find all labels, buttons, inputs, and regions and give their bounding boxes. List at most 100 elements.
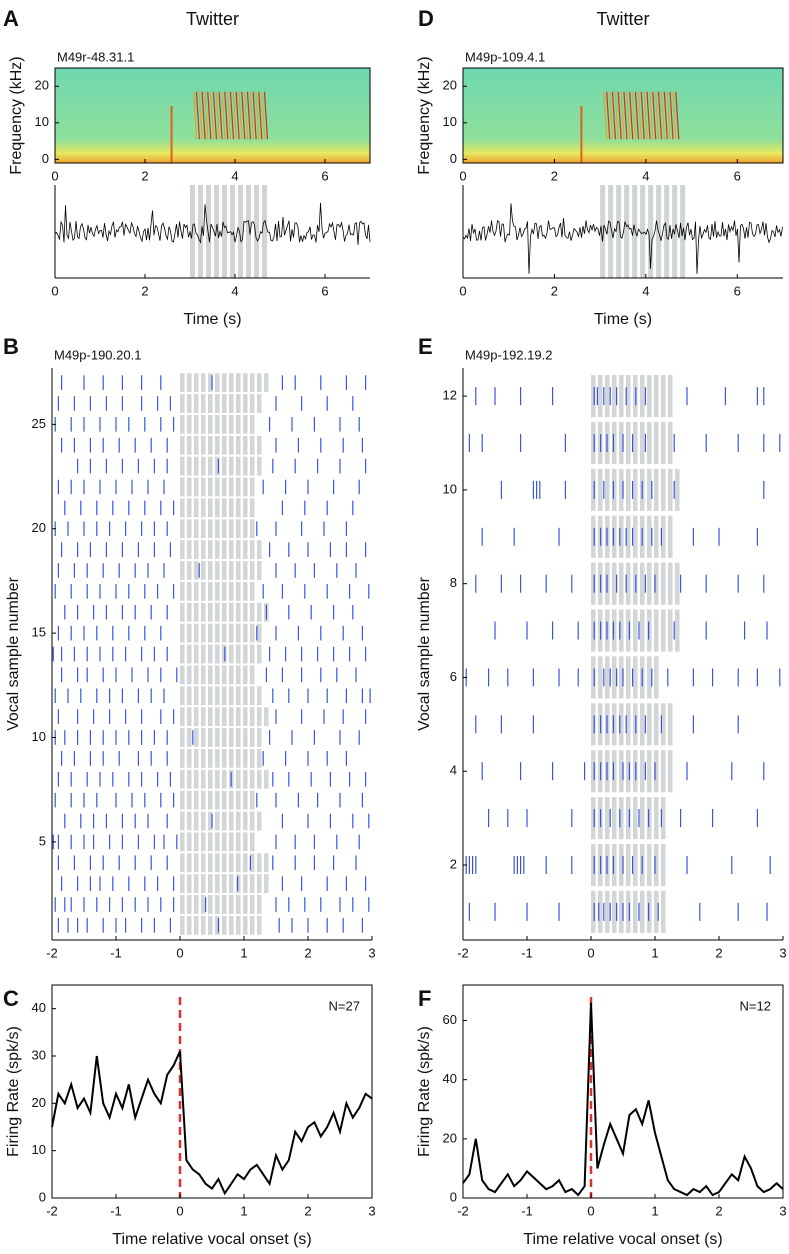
vocal-stripe [208,748,213,768]
vocal-stripe [250,456,255,476]
vocal-stripe [238,185,243,278]
vocal-stripe [201,477,206,497]
x-tick-label: -1 [110,945,122,960]
vocal-stripe [236,623,241,643]
vocal-stripe [633,656,638,699]
x-tick-label: 0 [587,1203,594,1218]
vocal-stripe [236,435,241,455]
vocal-stripe [201,895,206,914]
y-tick-label: 25 [32,416,46,431]
vocal-stripe [229,832,234,852]
vocal-stripe [194,832,199,852]
vocal-duration [591,422,671,464]
vocal-stripe [591,421,596,465]
vocal-stripe [654,750,659,793]
vocal-stripe [243,748,248,768]
vocal-stripe [206,185,211,278]
vocal-stripe [180,540,185,560]
vocal-stripe [208,686,213,706]
spectrogram-streak [238,91,243,140]
vocal-stripe [187,477,192,497]
spectrogram-streak [204,91,209,140]
vocal-stripe [187,435,192,455]
vocal-stripe [654,656,659,699]
x-axis-label: Time (s) [594,311,652,328]
vocal-stripe [229,394,234,413]
vocal-stripe [236,874,241,894]
x-tick-label: 1 [240,1203,247,1218]
vocal-stripe [612,797,617,840]
x-tick-label: -2 [46,945,58,960]
vocal-stripe [257,540,262,560]
psth-line [462,1002,784,1197]
vocal-stripe [187,561,192,580]
vocal-stripe [229,414,234,434]
vocal-stripe [654,797,659,840]
vocal-stripe [257,707,262,727]
vocal-stripe [215,644,220,664]
vocal-stripe [654,609,659,652]
vocal-stripe [257,644,262,664]
vocal-stripe [243,373,248,393]
vocal-duration [591,703,671,745]
vocal-stripe [598,656,603,699]
vocal-stripe [222,519,227,539]
vocal-stripe [229,456,234,476]
y-tick-label: 0 [42,151,49,166]
vocal-stripe [208,519,213,539]
vocal-stripe [194,811,199,831]
vocal-stripe [187,519,192,539]
vocal-stripe [222,602,227,622]
panel-letter: B [3,334,19,359]
vocal-stripe [654,421,659,465]
vocal-stripe [257,435,262,455]
vocal-stripe [236,853,241,873]
vocal-stripe [215,707,220,727]
vocal-stripe [208,644,213,664]
vocal-stripe [215,915,220,935]
vocal-stripe [591,797,596,840]
vocal-stripe [243,707,248,727]
panel: 0 2 4 6 Time (s) [51,185,371,328]
vocal-stripe [208,581,213,601]
panel: F Firing Rate (spk/s) N=12 -2 -1 0 1 2 3 0 20 40 60 T… [416,984,787,1248]
vocal-stripe [633,515,638,558]
vocal-stripe [243,853,248,873]
x-tick-label: 2 [304,945,311,960]
vocal-stripe [180,644,185,664]
spectrogram-streak [227,91,232,140]
vocal-stripe [194,394,199,413]
y-tick-label: 40 [32,1000,46,1015]
vocal-stripe [180,414,185,434]
vocal-stripe [598,468,603,511]
vocal-stripe [201,519,206,539]
vocal-stripe [250,874,255,894]
vocal-stripe [229,602,234,622]
vocal-stripe [201,644,206,664]
x-tick-label: -2 [457,1203,469,1218]
recording-id: M49p-109.4.1 [465,49,545,64]
vocal-stripe [236,540,241,560]
vocal-stripe [229,498,234,518]
vocal-stripe [591,375,596,418]
vocal-stripe [229,540,234,560]
spectrogram-streak [215,91,220,140]
vocal-stripe [208,915,213,935]
vocal-stripe [208,707,213,727]
y-tick-label: 20 [443,78,457,93]
vocal-stripe [619,890,624,933]
vocal-stripe [250,811,255,831]
vocal-stripe [215,581,220,601]
vocal-stripe [668,703,673,746]
vocal-stripe [180,373,185,393]
vocal-stripe [632,185,638,278]
vocal-stripe [187,874,192,894]
vocal-stripe [626,703,631,746]
vocal-stripe [222,435,227,455]
vocal-stripe [214,185,219,278]
vocal-stripe [605,890,610,933]
vocal-stripe [612,515,617,558]
vocal-stripe [633,890,638,933]
vocal-stripe [250,686,255,706]
